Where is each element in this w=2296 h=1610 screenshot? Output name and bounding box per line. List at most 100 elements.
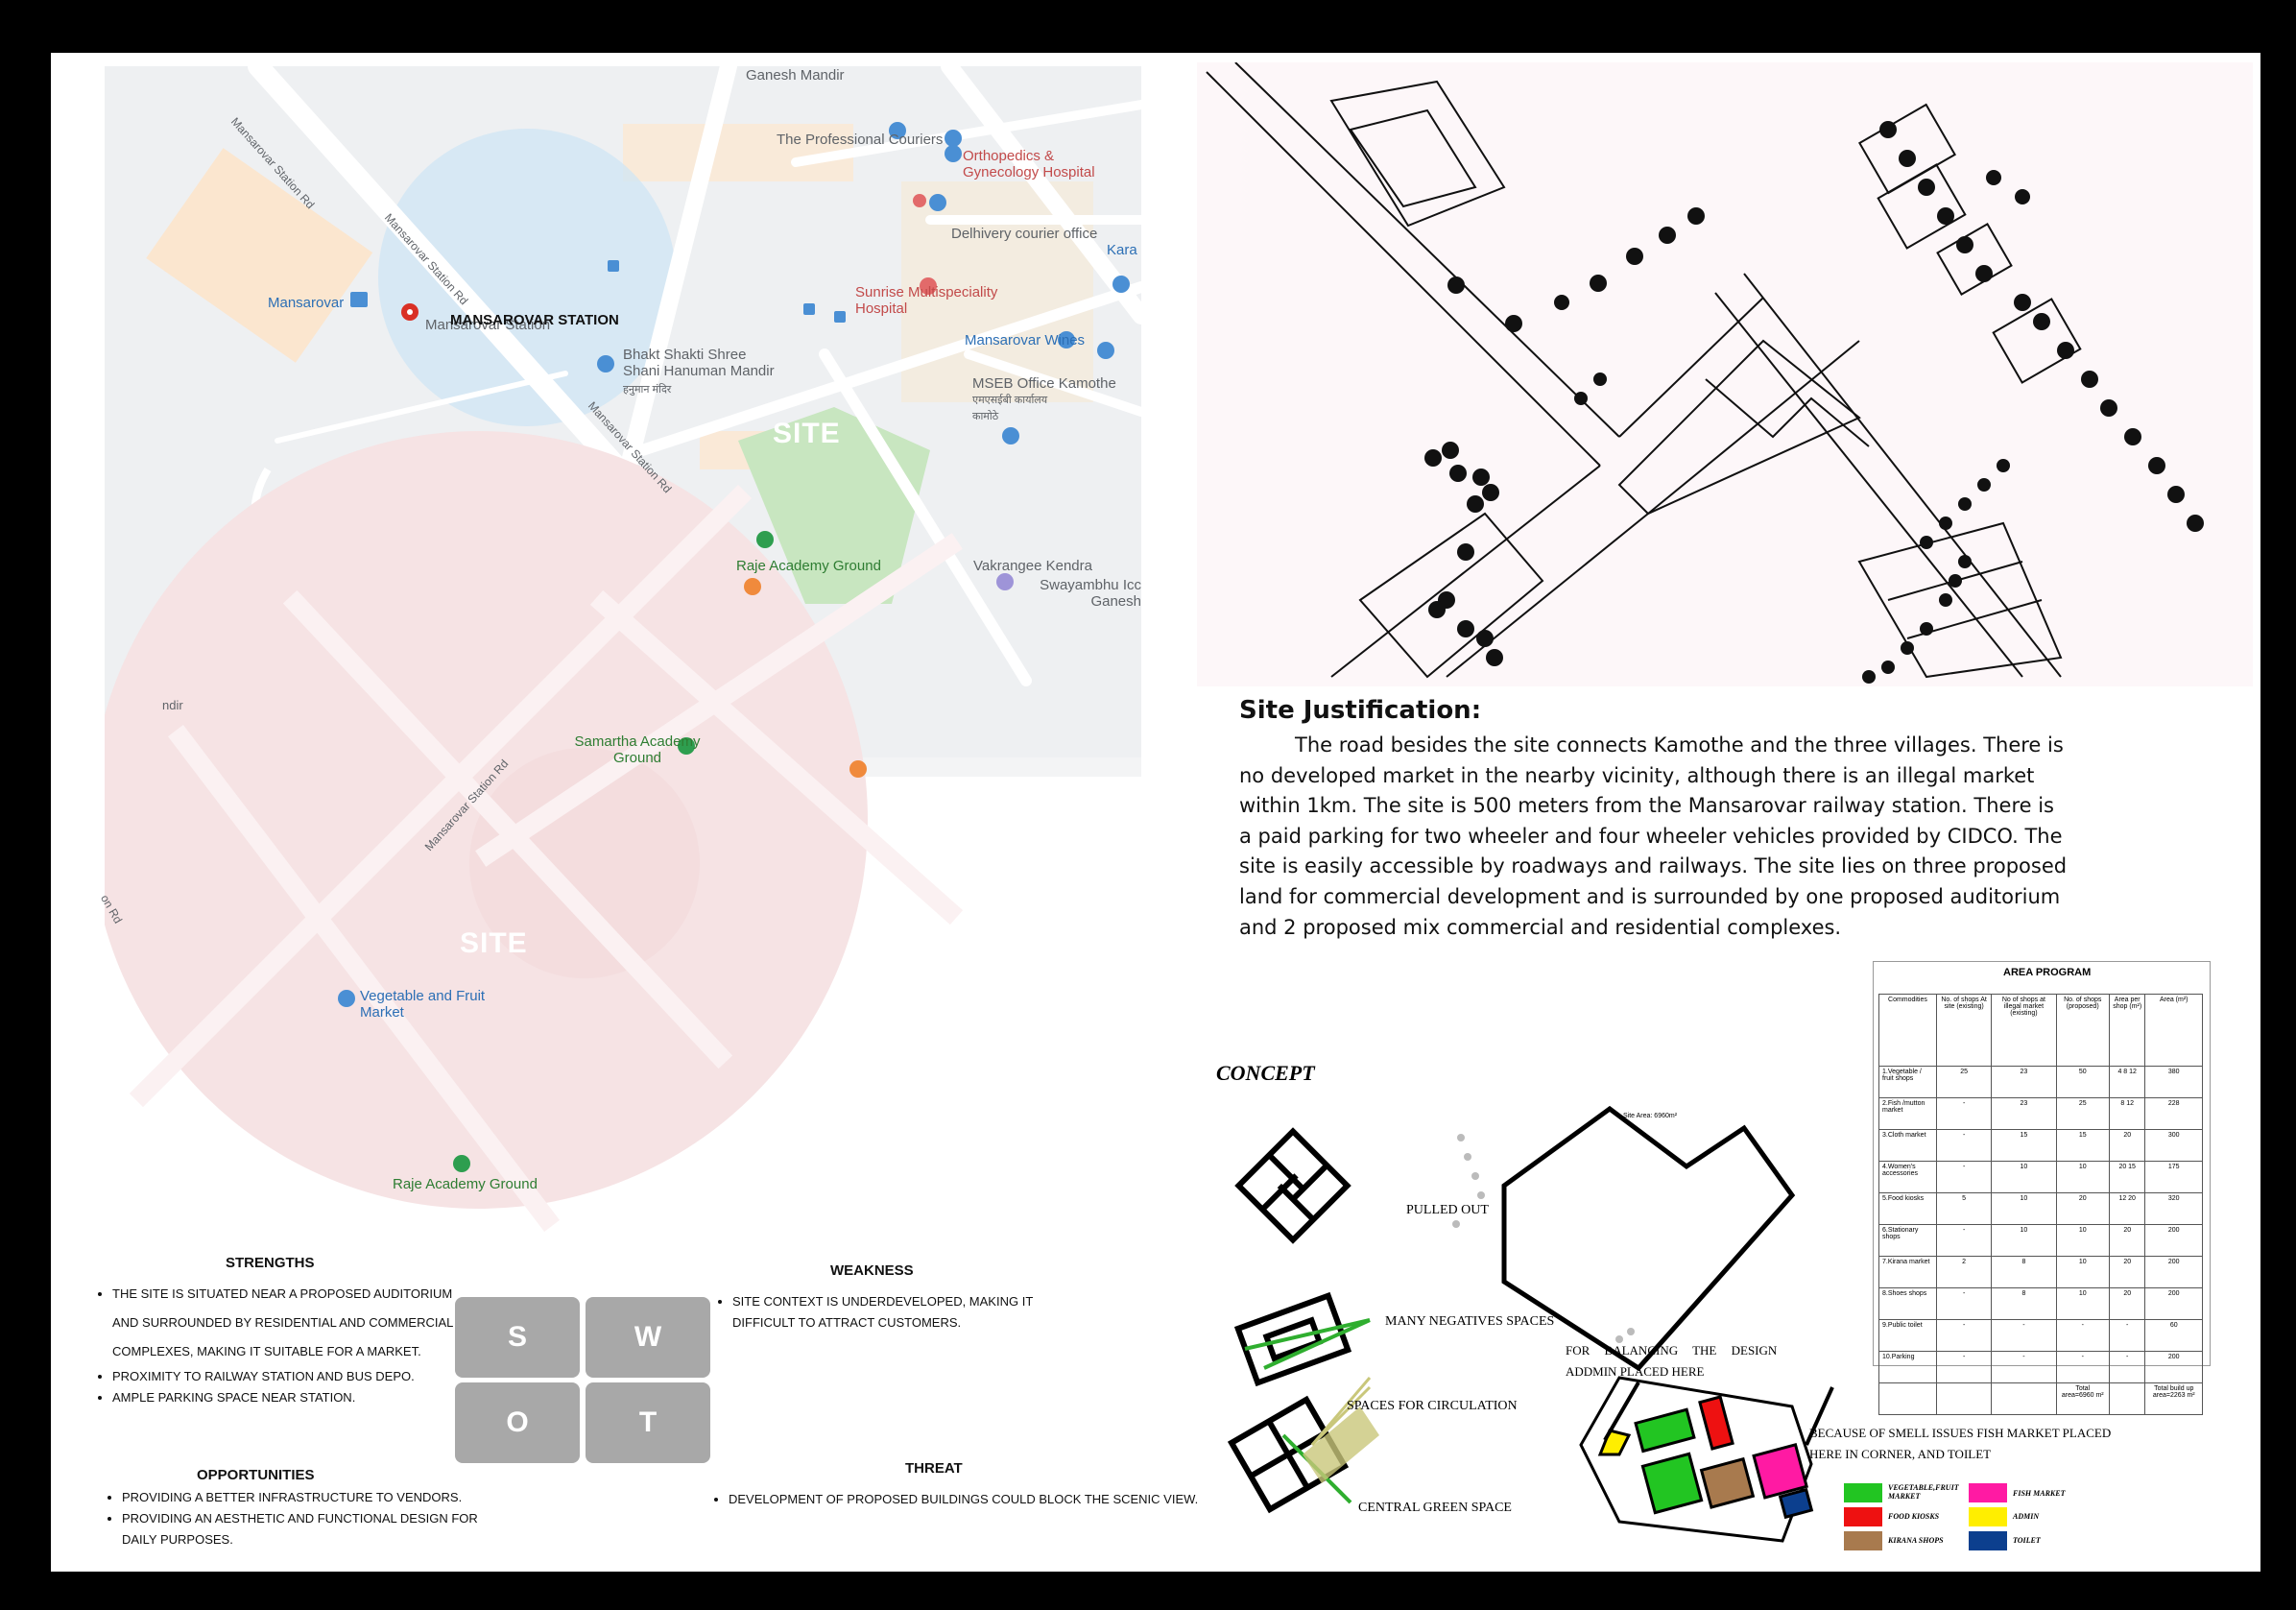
table-cell: 6.Stationary shops: [1878, 1224, 1937, 1257]
table-cell: 10: [2055, 1161, 2110, 1193]
table-row: 10.Parking - - - -200: [1878, 1351, 2203, 1383]
map-label-mansarovar-wines: Mansarovar Wines: [965, 332, 1086, 348]
legend-swatch-vegetable: [1844, 1483, 1882, 1502]
table-cell: 5: [1935, 1192, 1993, 1225]
table-cell: 25: [1935, 1066, 1993, 1098]
table-row: Total area=6960 m² Total build up area=22…: [1878, 1382, 2203, 1415]
admin-placed-label: ADDMIN PLACED HERE: [1566, 1364, 1705, 1379]
table-cell: -: [1935, 1319, 1993, 1352]
table-cell: 320: [2144, 1192, 2203, 1225]
site-area-label: Site Area: 6960m²: [1623, 1113, 1678, 1119]
legend-swatch-fish: [1969, 1483, 2007, 1502]
legend-label-kirana: KIRANA SHOPS: [1888, 1536, 1944, 1545]
concept-title: CONCEPT: [1216, 1061, 1315, 1085]
table-cell: 10: [1991, 1224, 2057, 1257]
table-row: 6.Stationary shops -10 10 20 200: [1878, 1224, 2203, 1257]
negative-spaces-label: MANY NEGATIVES SPACES: [1385, 1314, 1555, 1329]
map-label-vegetable-market: Vegetable and Fruit Market: [360, 988, 486, 1021]
justification-body: The road besides the site connects Kamot…: [1239, 733, 2068, 939]
opportunities-title: OPPORTUNITIES: [197, 1467, 315, 1483]
table-cell: 228: [2144, 1097, 2203, 1130]
smell-issues-label: BECAUSE OF SMELL ISSUES FISH MARKET PLAC…: [1809, 1426, 2112, 1440]
opportunity-item: PROVIDING AN AESTHETIC AND FUNCTIONAL DE…: [122, 1508, 487, 1550]
map-label-mseb-office: MSEB Office Kamothe: [972, 375, 1116, 392]
table-header-cell: Area per shop (m²): [2108, 994, 2146, 1067]
opportunity-item: PROVIDING A BETTER INFRASTRUCTURE TO VEN…: [122, 1487, 487, 1508]
table-cell: 25: [2055, 1097, 2110, 1130]
table-row: 4.Women's accessories -10 10 20 15 175: [1878, 1161, 2203, 1193]
map-label-raje-academy-2: Raje Academy Ground: [393, 1176, 538, 1192]
table-cell: 15: [2055, 1129, 2110, 1162]
map-label-swayambhu: Swayambhu Icc Ganesh: [1040, 577, 1141, 610]
table-row: 1.Vegetable / fruit shops 25 23 50 4 8 12 380: [1878, 1066, 2203, 1098]
table-cell: 4 8 12: [2108, 1066, 2146, 1098]
strength-item: THE SITE IS SITUATED NEAR A PROPOSED AUD…: [112, 1280, 477, 1366]
pulled-out-label: PULLED OUT: [1406, 1203, 1489, 1217]
table-cell: 8 12: [2108, 1097, 2146, 1130]
table-cell: 200: [2144, 1256, 2203, 1288]
table-cell: [1878, 1382, 1937, 1415]
table-cell: 7.Kirana market: [1878, 1256, 1937, 1288]
map-label-mseb-office-hindi: एमएसईबी कार्यालय कामोठे: [972, 395, 1048, 422]
table-row: 7.Kirana market 2 8 10 20 200: [1878, 1256, 2203, 1288]
table-cell: [1991, 1382, 2057, 1415]
table-cell: -: [1935, 1287, 1993, 1320]
swot-w-box: W: [586, 1297, 710, 1378]
table-cell: 1.Vegetable / fruit shops: [1878, 1066, 1937, 1098]
swot-t-box: T: [586, 1382, 710, 1463]
swot-s-box: S: [455, 1297, 580, 1378]
map-label-mansarovar: Mansarovar: [268, 295, 345, 311]
justification-title: Site Justification:: [1239, 696, 1482, 725]
table-cell: -: [1935, 1129, 1993, 1162]
table-cell: -: [2055, 1319, 2110, 1352]
table-cell: 20: [2108, 1224, 2146, 1257]
area-program-body: 1.Vegetable / fruit shops 25 23 50 4 8 12 380…: [1878, 1066, 2203, 1415]
legend-label-admin: ADMIN: [2013, 1512, 2040, 1521]
table-cell: 23: [1991, 1066, 2057, 1098]
table-header-cell: No. of shops (proposed): [2055, 994, 2110, 1067]
legend-swatch-toilet: [1969, 1531, 2007, 1550]
map-graphics: [105, 66, 1141, 1233]
table-cell: -: [1991, 1351, 2057, 1383]
table-cell: 2.Fish /mutton market: [1878, 1097, 1937, 1130]
weakness-title: WEAKNESS: [830, 1262, 914, 1279]
table-cell: 60: [2144, 1319, 2203, 1352]
map-label-kara: Kara: [1107, 242, 1137, 258]
table-header-cell: Area (m²): [2144, 994, 2203, 1067]
table-cell: 8.Shoes shops: [1878, 1287, 1937, 1320]
map-label-station-bold: MANSAROVAR STATION: [450, 312, 619, 328]
table-cell: 4.Women's accessories: [1878, 1161, 1937, 1193]
threat-title: THREAT: [905, 1460, 963, 1477]
map-label-station-pin: Mansarovar Station: [425, 317, 551, 333]
legend-label-vegetable: VEGETABLE,FRUIT MARKET: [1888, 1483, 1959, 1501]
opportunities-list: PROVIDING A BETTER INFRASTRUCTURE TO VEN…: [105, 1487, 487, 1550]
table-cell: -: [1935, 1097, 1993, 1130]
weakness-item: SITE CONTEXT IS UNDERDEVELOPED, MAKING I…: [732, 1291, 1097, 1334]
table-header-cell: No. of shops At site (existing): [1935, 994, 1993, 1067]
map-label-vakrangee: Vakrangee Kendra: [973, 558, 1092, 574]
table-cell: 12 20: [2108, 1192, 2146, 1225]
map-label-professional-couriers: The Professional Couriers: [777, 132, 944, 148]
table-cell: 10.Parking: [1878, 1351, 1937, 1383]
table-header-cell: Commodities: [1878, 994, 1937, 1067]
area-program-table: Commodities No. of shops At site (existi…: [1878, 994, 2203, 1415]
strength-item: PROXIMITY TO RAILWAY STATION AND BUS DEP…: [112, 1366, 477, 1387]
weakness-list: SITE CONTEXT IS UNDERDEVELOPED, MAKING I…: [715, 1291, 1097, 1334]
balancing-label: FOR BALANCING THE DESIGN: [1566, 1343, 1778, 1358]
map-label-samartha: Samartha Academy Ground: [574, 733, 701, 766]
table-header-cell: No of shops at illegal market (existing): [1991, 994, 2057, 1067]
site-label-circle: SITE: [460, 927, 528, 959]
table-cell: -: [1935, 1351, 1993, 1383]
table-cell: 10: [2055, 1224, 2110, 1257]
table-cell: 200: [2144, 1224, 2203, 1257]
threat-list: DEVELOPMENT OF PROPOSED BUILDINGS COULD …: [711, 1487, 1266, 1512]
table-cell: 8: [1991, 1287, 2057, 1320]
map-pin-red: [401, 303, 419, 321]
table-cell: 200: [2144, 1351, 2203, 1383]
concept-diagrams: [1227, 1105, 1834, 1543]
table-cell: 2: [1935, 1256, 1993, 1288]
corner-toilet-label: HERE IN CORNER, AND TOILET: [1809, 1447, 1992, 1461]
table-cell: 10: [1991, 1192, 2057, 1225]
table-cell: -: [2108, 1351, 2146, 1383]
map-label-edge: ndir: [162, 698, 183, 712]
